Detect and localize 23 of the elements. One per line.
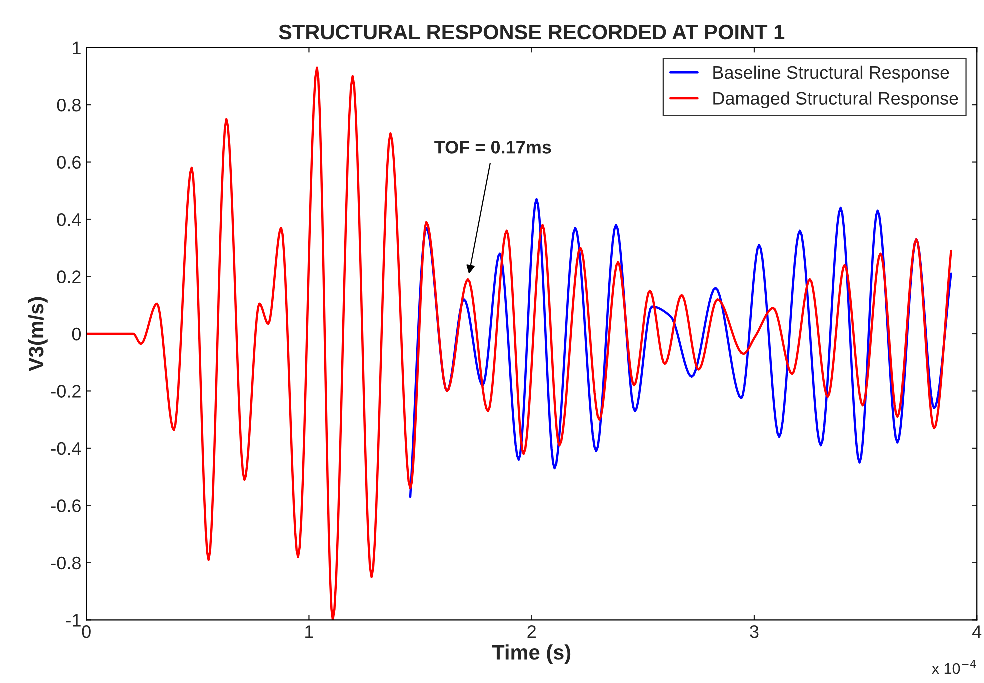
y-tick-label: -0.6	[51, 500, 81, 512]
x-tick-label: 4	[972, 626, 982, 638]
y-tick-label: 0	[72, 328, 82, 341]
y-tick-label: -1	[66, 614, 81, 627]
y-tick-label: 0.6	[57, 156, 81, 169]
legend-label: Damaged Structural Response	[714, 92, 958, 109]
y-tick-label: -0.8	[51, 556, 81, 570]
x-tick-label: 2	[528, 626, 536, 638]
x-tick-label: 1	[306, 626, 314, 638]
legend-label: Baseline Structural Response	[714, 66, 950, 83]
chart-title: STRUCTURAL RESPONSE RECORDED AT POINT 1	[279, 24, 785, 40]
y-tick-label: 1	[73, 42, 81, 54]
y-tick-label: 0.8	[57, 98, 81, 112]
annotation: TOF = 0.17ms	[434, 141, 552, 154]
x-axis-title: Time (s)	[492, 644, 571, 664]
text: x 10$^{−4}$	[932, 660, 976, 674]
y-axis-title: V3(m/s)	[28, 297, 48, 372]
x-tick-label: 3	[750, 626, 759, 638]
y-tick-label: 0.4	[57, 213, 82, 226]
y-tick-label: -0.4	[51, 442, 82, 456]
x-tick-label: 0	[82, 626, 91, 638]
y-tick-label: -0.2	[51, 385, 81, 398]
y-tick-label: 0.2	[57, 270, 81, 284]
